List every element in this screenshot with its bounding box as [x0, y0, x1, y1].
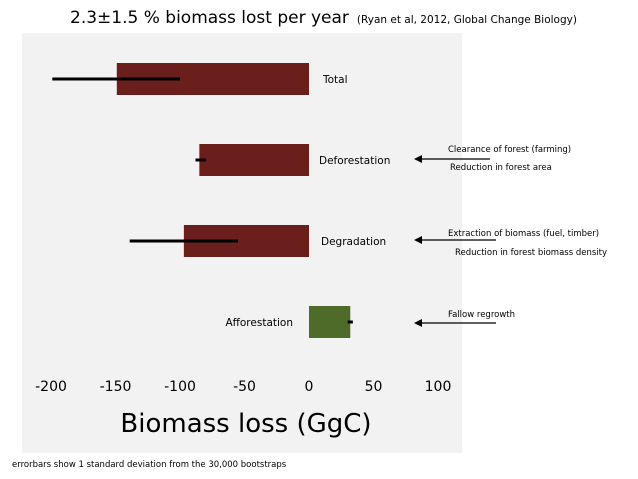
x-tick-label: 50	[365, 379, 383, 395]
arrow-afforestation-head	[414, 319, 422, 327]
x-tick-label: -150	[100, 379, 132, 395]
arrow-degradation-head	[414, 236, 422, 244]
annotation-deforestation-line-1: Clearance of forest (farming)	[448, 145, 572, 155]
x-tick-label: 0	[305, 379, 314, 395]
annotation-deforestation-line-2: Reduction in forest area	[450, 163, 552, 173]
annotation-afforestation-line-1: Fallow regrowth	[448, 310, 516, 320]
footnote: errorbars show 1 standard deviation from…	[12, 460, 287, 470]
x-tick-label: 100	[425, 379, 452, 395]
bar-deforestation	[199, 144, 309, 176]
chart-title: 2.3±1.5 % biomass lost per year (Ryan et …	[70, 8, 577, 28]
title-main: 2.3±1.5 % biomass lost per year	[70, 8, 349, 28]
annotation-degradation-line-2: Reduction in forest biomass density	[455, 248, 608, 258]
category-label-total: Total	[322, 74, 348, 86]
annotation-degradation-line-1: Extraction of biomass (fuel, timber)	[448, 229, 600, 239]
x-axis-label: Biomass loss (GgC)	[120, 409, 371, 439]
x-tick-label: -200	[35, 379, 67, 395]
x-tick-label: -50	[233, 379, 256, 395]
category-label-deforestation: Deforestation	[319, 155, 390, 167]
category-label-degradation: Degradation	[321, 236, 386, 248]
x-tick-label: -100	[164, 379, 196, 395]
title-citation: (Ryan et al, 2012, Global Change Biology…	[356, 14, 577, 26]
category-label-afforestation: Afforestation	[225, 317, 293, 329]
arrow-deforestation-head	[414, 155, 422, 163]
bar-afforestation	[309, 306, 351, 338]
